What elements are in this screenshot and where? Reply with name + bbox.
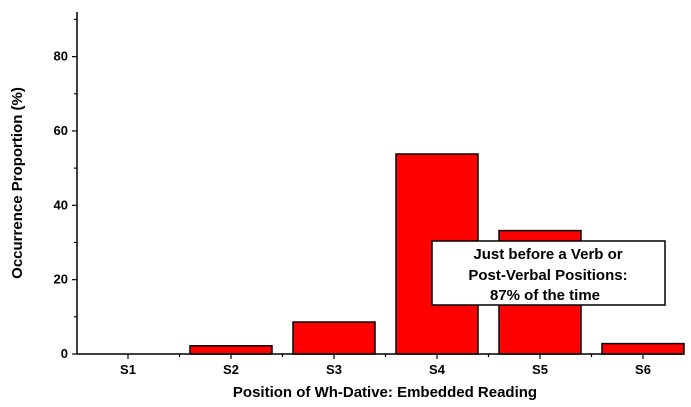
axes-group — [72, 12, 684, 359]
x-tick-label-s6: S6 — [635, 362, 651, 377]
annotation-box — [431, 240, 666, 306]
bar-s3 — [292, 321, 376, 355]
y-tick-label: 20 — [54, 272, 68, 287]
annotation-line-3: 87% of the time — [490, 287, 600, 304]
x-tick-label-s2: S2 — [223, 362, 239, 377]
bar-s6 — [601, 342, 685, 355]
x-axis-title: Position of Wh-Dative: Embedded Reading — [233, 384, 537, 401]
y-axis-title: Occurrence Proportion (%) — [9, 87, 26, 279]
annotation-callout: Just before a Verb or Post-Verbal Positi… — [431, 240, 666, 306]
x-tick-label-s3: S3 — [326, 362, 342, 377]
bar-s2 — [189, 345, 273, 355]
y-tick-label: 80 — [54, 49, 68, 64]
x-tick-label-s1: S1 — [120, 362, 136, 377]
y-tick-label: 0 — [61, 346, 68, 361]
y-tick-label: 60 — [54, 123, 68, 138]
x-tick-label-s5: S5 — [532, 362, 548, 377]
annotation-line-2: Post-Verbal Positions: — [468, 267, 627, 284]
annotation-line-1: Just before a Verb or — [473, 246, 622, 263]
tick-labels-group: 0 20 40 60 80 S1 S2 S3 S4 S5 S6 — [54, 49, 651, 377]
y-tick-label: 40 — [54, 197, 68, 212]
x-tick-label-s4: S4 — [429, 362, 446, 377]
